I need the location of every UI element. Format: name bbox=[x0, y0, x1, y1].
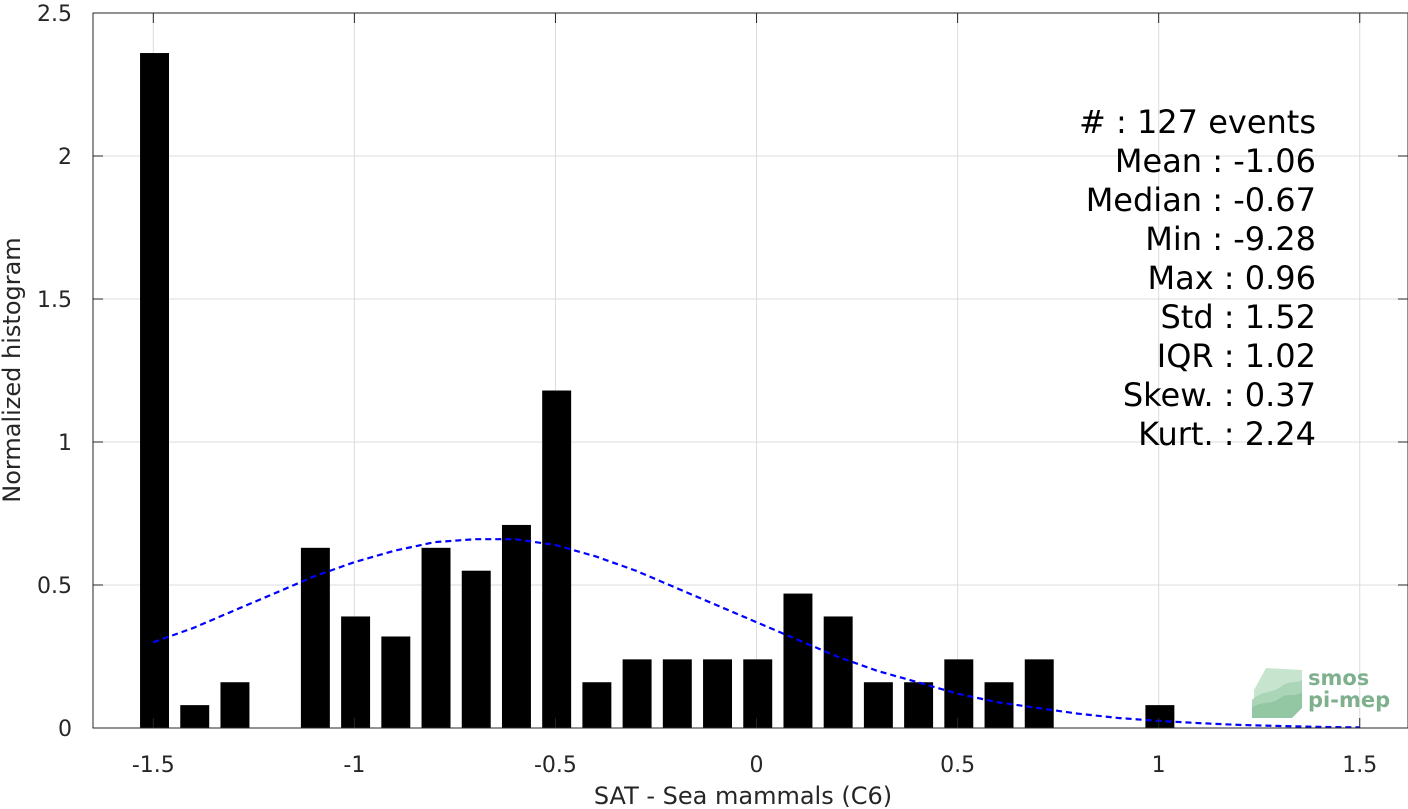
stat-line: Mean : -1.06 bbox=[1115, 142, 1316, 180]
x-tick-label: -1 bbox=[343, 753, 365, 778]
x-tick-label: 1.5 bbox=[1342, 753, 1377, 778]
stat-line: # : 127 events bbox=[1079, 103, 1316, 141]
histogram-bar bbox=[140, 53, 170, 729]
axis-ticks bbox=[93, 12, 1408, 729]
histogram-bar bbox=[823, 616, 853, 728]
histogram-bar bbox=[622, 659, 652, 728]
stat-line: Skew. : 0.37 bbox=[1123, 376, 1316, 414]
histogram-bar bbox=[1145, 705, 1175, 728]
x-axis-label: SAT - Sea mammals (C6) bbox=[594, 782, 892, 809]
logo-text-line1: smos bbox=[1308, 666, 1369, 690]
stat-line: IQR : 1.02 bbox=[1157, 337, 1316, 375]
histogram-bar bbox=[1024, 659, 1054, 728]
histogram-bar bbox=[421, 547, 451, 728]
x-tick-labels: -1.5 -1 -0.5 0 0.5 1 1.5 bbox=[132, 753, 1377, 778]
histogram-bar bbox=[180, 705, 210, 728]
histogram-bar bbox=[703, 659, 733, 728]
y-tick-label: 0 bbox=[58, 717, 72, 742]
y-tick-label: 2 bbox=[58, 145, 72, 170]
histogram-bar bbox=[662, 659, 692, 728]
y-tick-labels: 0 0.5 1 1.5 2 2.5 bbox=[37, 2, 72, 742]
histogram-bar bbox=[220, 682, 250, 728]
y-tick-label: 1.5 bbox=[37, 288, 72, 313]
plot-frame bbox=[92, 12, 1408, 729]
histogram-bar bbox=[743, 659, 773, 728]
y-tick-label: 2.5 bbox=[37, 2, 72, 27]
x-tick-label: 0 bbox=[750, 753, 764, 778]
histogram-bar bbox=[542, 390, 572, 728]
logo-text-line2: pi-mep bbox=[1308, 688, 1390, 712]
histogram-bar bbox=[863, 682, 893, 728]
histogram-bar bbox=[984, 682, 1014, 728]
histogram-bars bbox=[140, 53, 1175, 729]
histogram-bar bbox=[341, 616, 371, 728]
smos-pi-mep-logo: smos pi-mep bbox=[1252, 666, 1390, 718]
x-tick-label: -0.5 bbox=[534, 753, 577, 778]
x-tick-label: 1 bbox=[1152, 753, 1166, 778]
y-axis-label: Normalized histogram bbox=[0, 237, 26, 502]
stat-line: Std : 1.52 bbox=[1160, 298, 1316, 336]
stat-line: Kurt. : 2.24 bbox=[1138, 415, 1316, 453]
histogram-bar bbox=[381, 636, 411, 728]
histogram-bar bbox=[300, 547, 330, 728]
histogram-bar bbox=[501, 524, 531, 728]
waves-icon bbox=[1252, 668, 1302, 718]
histogram-bar bbox=[582, 682, 612, 728]
stat-line: Median : -0.67 bbox=[1086, 181, 1316, 219]
y-tick-label: 1 bbox=[58, 431, 72, 456]
x-tick-label: -1.5 bbox=[132, 753, 175, 778]
y-tick-label: 0.5 bbox=[37, 574, 72, 599]
stat-line: Max : 0.96 bbox=[1147, 259, 1316, 297]
x-tick-label: 0.5 bbox=[940, 753, 975, 778]
histogram-bar bbox=[783, 593, 813, 728]
histogram-bar bbox=[461, 570, 491, 728]
histogram-bar bbox=[904, 682, 934, 728]
stat-line: Min : -9.28 bbox=[1145, 220, 1316, 258]
